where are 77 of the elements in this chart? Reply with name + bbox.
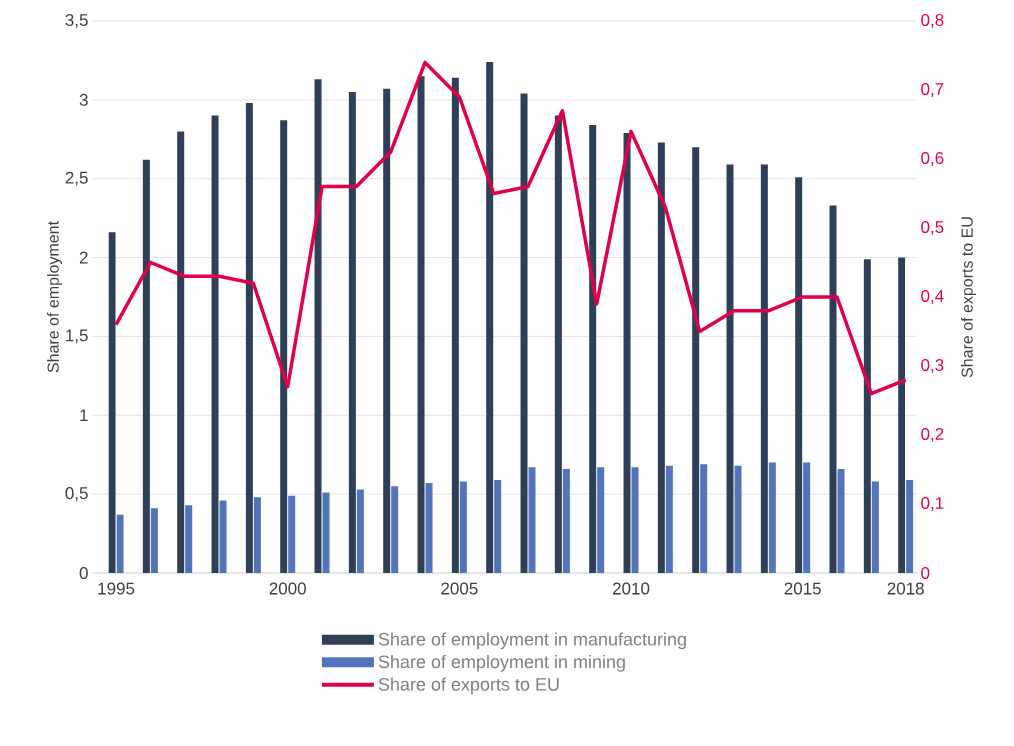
y-axis-title: Share of employment (47, 221, 62, 373)
bar (459, 481, 467, 573)
bar (734, 465, 742, 573)
y-tick-label: 1,5 (66, 329, 88, 344)
bar (185, 505, 193, 573)
bar (898, 257, 906, 573)
bar (177, 131, 185, 573)
y2-tick-label: 0,6 (921, 151, 944, 167)
bar (356, 489, 364, 573)
x-tick-label: 2018 (887, 582, 924, 595)
bar (314, 79, 322, 573)
bar (451, 77, 459, 573)
y2-tick-label: 0,4 (921, 289, 944, 305)
y-tick-label: 0 (79, 566, 88, 580)
bar (348, 91, 356, 573)
x-tick-label: 2015 (784, 582, 821, 595)
bar (520, 93, 528, 573)
bar (116, 514, 124, 573)
bar (803, 462, 811, 573)
y2-axis-title: Share of exports to EU (961, 217, 976, 378)
bar (383, 88, 391, 573)
bar (631, 467, 639, 573)
y2-tick-label: 0 (921, 566, 930, 580)
bar (760, 164, 768, 573)
y2-tick-label: 0,5 (921, 220, 944, 236)
bar (562, 468, 570, 573)
bar (692, 147, 700, 573)
bar (700, 464, 708, 573)
y-tick-label: 1 (80, 409, 88, 422)
x-tick-label: 2005 (441, 582, 478, 595)
legend-label: Share of employment in manufacturing (378, 632, 686, 650)
bar (253, 497, 261, 573)
bar (142, 159, 150, 573)
bar (245, 103, 253, 573)
bar (417, 76, 425, 573)
bar (391, 486, 399, 573)
bar (768, 462, 776, 573)
bar (837, 468, 845, 573)
y2-tick-label: 0,2 (921, 427, 944, 443)
bar (554, 115, 562, 573)
bar (486, 62, 494, 573)
legend-label: Share of exports to EU (378, 677, 559, 695)
bar (322, 492, 330, 573)
y-tick-label: 3,5 (65, 13, 88, 29)
bar (871, 481, 879, 573)
bar (863, 259, 871, 573)
bar (211, 115, 219, 573)
bar (795, 177, 803, 573)
x-tick-label: 2010 (612, 582, 650, 595)
bar (528, 467, 536, 573)
y2-tick-label: 0,8 (921, 13, 944, 29)
bar (150, 508, 158, 573)
line-series (114, 60, 908, 396)
bar (597, 467, 605, 573)
y2-tick-label: 0,3 (921, 358, 944, 374)
y-tick-label: 2 (79, 251, 88, 264)
bar (425, 483, 433, 573)
legend-label: Share of employment in mining (378, 654, 625, 672)
bar (657, 142, 665, 573)
bar (726, 164, 734, 573)
y-tick-label: 3 (79, 93, 88, 106)
y2-tick-label: 0,7 (921, 82, 944, 98)
bar (623, 132, 631, 573)
y-tick-label: 0,5 (65, 487, 88, 502)
x-tick-label: 1995 (98, 582, 135, 595)
bar (280, 120, 288, 573)
bar (829, 205, 837, 573)
bar (906, 479, 914, 573)
bar (108, 232, 116, 573)
y-tick-label: 2,5 (65, 171, 88, 186)
y2-tick-label: 0,1 (921, 496, 944, 512)
x-tick-label: 2000 (269, 582, 306, 595)
bar (589, 125, 597, 573)
bar (665, 465, 673, 573)
bar (219, 500, 227, 573)
bar (494, 479, 502, 573)
bar (288, 495, 296, 573)
